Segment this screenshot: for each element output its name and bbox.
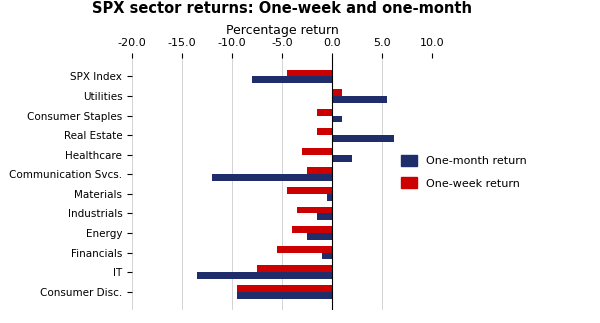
Bar — [212, 174, 332, 181]
Bar — [332, 96, 387, 103]
Bar — [287, 187, 332, 194]
Bar — [307, 233, 332, 240]
Bar — [327, 194, 332, 201]
Bar — [332, 135, 394, 142]
Bar — [237, 285, 332, 292]
Bar — [322, 253, 332, 259]
Bar — [317, 109, 332, 116]
Legend: One-month return, One-week return: One-month return, One-week return — [396, 150, 532, 193]
Bar — [332, 89, 342, 96]
Title: SPX sector returns: One-week and one-month: SPX sector returns: One-week and one-mon… — [92, 1, 472, 16]
Bar — [237, 292, 332, 299]
Bar — [277, 246, 332, 253]
Bar — [292, 226, 332, 233]
Bar — [307, 167, 332, 174]
Bar — [252, 77, 332, 83]
Bar — [332, 155, 352, 162]
Bar — [197, 272, 332, 279]
Bar — [332, 116, 342, 122]
Bar — [297, 207, 332, 214]
Bar — [317, 214, 332, 220]
Bar — [257, 266, 332, 272]
X-axis label: Percentage return: Percentage return — [226, 24, 338, 37]
Bar — [317, 128, 332, 135]
Bar — [302, 148, 332, 155]
Bar — [287, 69, 332, 77]
